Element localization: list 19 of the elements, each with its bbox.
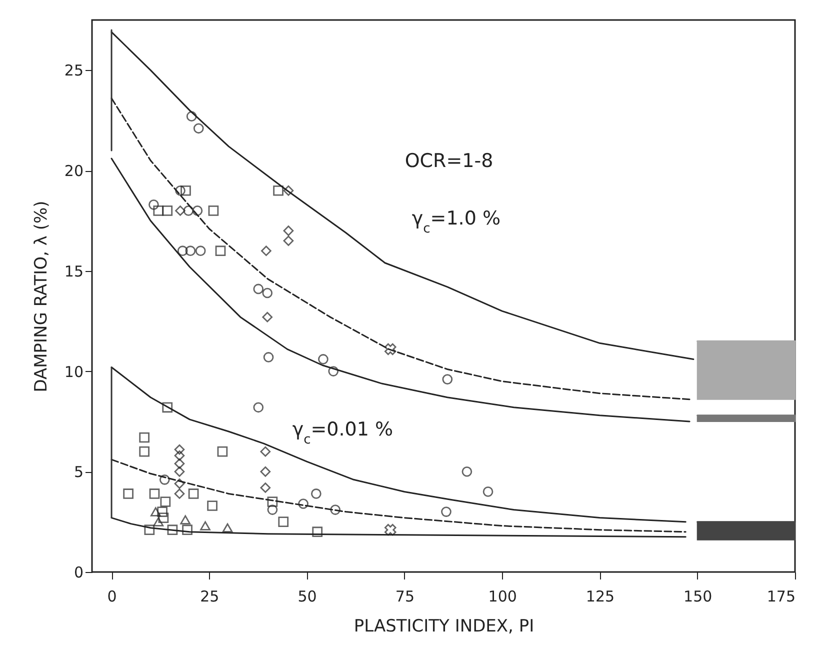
x-tick-label: 100 xyxy=(488,588,517,606)
x-tick-label: 150 xyxy=(684,588,712,606)
x-tick-label: 25 xyxy=(200,588,220,606)
x-tick-label: 50 xyxy=(298,588,317,606)
y-tick-label: 15 xyxy=(64,262,84,280)
x-tick-label: 175 xyxy=(766,588,796,606)
y-tick-label: 10 xyxy=(64,362,84,381)
y-tick-label: 25 xyxy=(64,62,84,80)
x-tick-label: 125 xyxy=(586,588,615,606)
annotation: OCR=1-8 xyxy=(404,150,494,172)
x-tick-label: 75 xyxy=(395,588,414,606)
y-axis-title: DAMPING RATIO, λ (%) xyxy=(31,200,52,392)
annotation: γ$_{c}$=0.01 % xyxy=(292,418,394,448)
annotation: γ$_{c}$=1.0 % xyxy=(412,208,501,236)
y-tick-label: 5 xyxy=(74,463,84,482)
y-tick-label: 20 xyxy=(64,162,84,180)
x-axis-title: PLASTICITY INDEX, PI xyxy=(354,616,534,636)
x-tick-label: 0 xyxy=(107,588,117,606)
y-tick-label: 0 xyxy=(74,564,84,582)
